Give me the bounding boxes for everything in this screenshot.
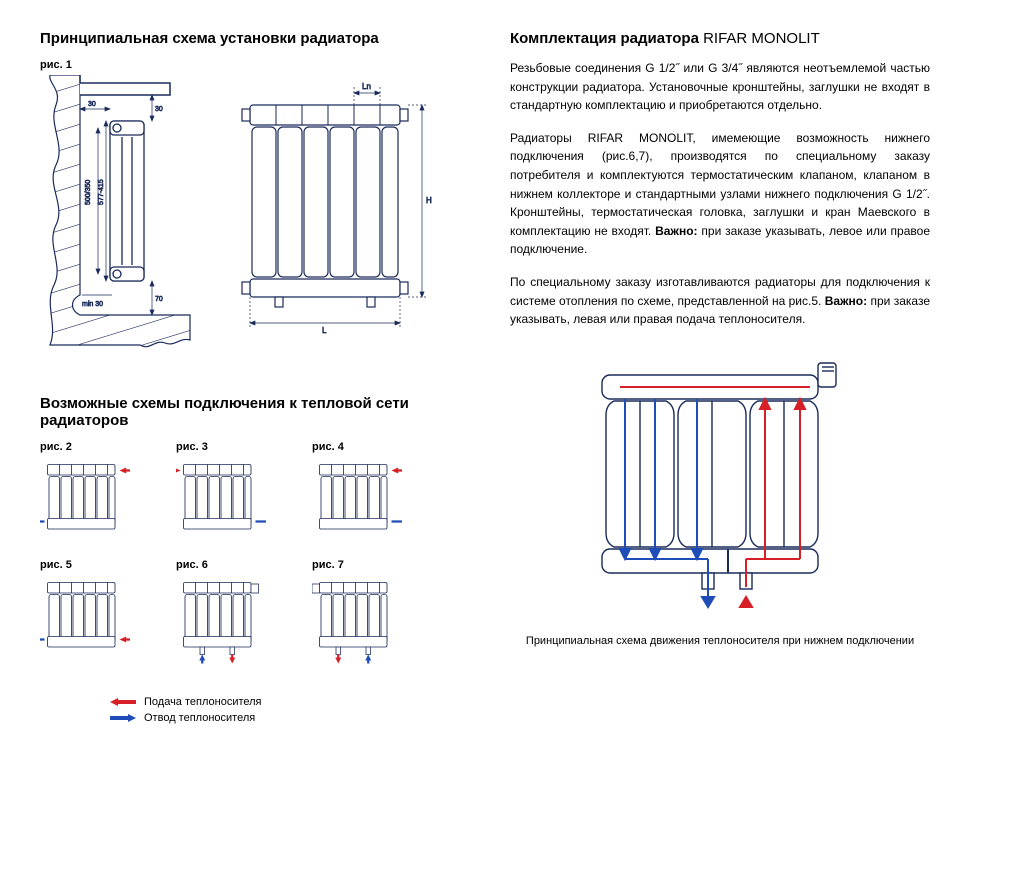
radiator-icon	[40, 457, 130, 540]
arrow-blue-icon	[110, 713, 136, 723]
page: Принципиальная схема установки радиатора…	[40, 30, 996, 728]
arrow-red-icon	[110, 697, 136, 707]
legend-return: Отвод теплоносителя	[110, 712, 470, 724]
legend-supply: Подача теплоносителя	[110, 696, 470, 708]
fig-label: рис. 7	[312, 559, 432, 571]
kit-heading-a: Комплектация радиатора	[510, 30, 699, 47]
fig-label: рис. 5	[40, 559, 160, 571]
fig1-side-svg: 30 30 500/350 577-415 min 30	[40, 75, 200, 355]
svg-text:500/350: 500/350	[85, 180, 92, 205]
conn-cell-4: рис. 4	[312, 441, 432, 545]
svg-text:L: L	[322, 326, 327, 335]
svg-text:H: H	[426, 196, 432, 205]
kit-heading: Комплектация радиатора RIFAR MONOLIT	[510, 30, 930, 47]
radiator-icon	[312, 457, 402, 540]
paragraph-2: Радиаторы RIFAR MONOLIT, имемеющие возмо…	[510, 129, 930, 259]
flow-scheme: Принципиальная схема движения теплоносит…	[510, 359, 930, 649]
fig1-front-svg: Ln L H	[230, 75, 440, 345]
left-column: Принципиальная схема установки радиатора…	[40, 30, 470, 728]
flow-caption: Принципиальная схема движения теплоносит…	[510, 634, 930, 649]
legend: Подача теплоносителя Отвод теплоносителя	[110, 696, 470, 724]
legend-return-text: Отвод теплоносителя	[144, 712, 255, 724]
p2a: Радиаторы RIFAR MONOLIT, имемеющие возмо…	[510, 131, 930, 238]
flow-scheme-svg	[590, 359, 850, 619]
fig-label: рис. 6	[176, 559, 296, 571]
install-heading: Принципиальная схема установки радиатора	[40, 30, 470, 47]
paragraph-3: По специальному заказу изготавливаются р…	[510, 273, 930, 329]
schemes-heading: Возможные схемы подключения к тепловой с…	[40, 395, 470, 429]
fig-label: рис. 4	[312, 441, 432, 453]
p2b: Важно:	[655, 224, 697, 238]
legend-supply-text: Подача теплоносителя	[144, 696, 262, 708]
svg-text:30: 30	[88, 101, 96, 108]
connection-grid: рис. 2 рис. 3 рис. 4	[40, 441, 470, 670]
p3b: Важно:	[825, 294, 867, 308]
radiator-icon	[176, 575, 266, 665]
radiator-icon	[40, 575, 130, 658]
conn-cell-7: рис. 7	[312, 559, 432, 670]
fig1-row: 30 30 500/350 577-415 min 30	[40, 75, 470, 355]
conn-cell-3: рис. 3	[176, 441, 296, 545]
conn-cell-2: рис. 2	[40, 441, 160, 545]
svg-text:min 30: min 30	[82, 301, 103, 308]
conn-cell-5: рис. 5	[40, 559, 160, 670]
radiator-icon	[312, 575, 402, 665]
paragraph-1: Резьбовые соединения G 1/2˝ или G 3/4˝ я…	[510, 59, 930, 115]
conn-cell-6: рис. 6	[176, 559, 296, 670]
svg-text:577-415: 577-415	[98, 179, 105, 205]
svg-text:70: 70	[155, 296, 163, 303]
fig1-label: рис. 1	[40, 59, 470, 71]
svg-text:Ln: Ln	[362, 82, 371, 91]
right-column: Комплектация радиатора RIFAR MONOLIT Рез…	[510, 30, 930, 728]
fig-label: рис. 3	[176, 441, 296, 453]
svg-text:30: 30	[155, 106, 163, 113]
fig-label: рис. 2	[40, 441, 160, 453]
kit-heading-b: RIFAR MONOLIT	[699, 30, 820, 47]
radiator-icon	[176, 457, 266, 540]
